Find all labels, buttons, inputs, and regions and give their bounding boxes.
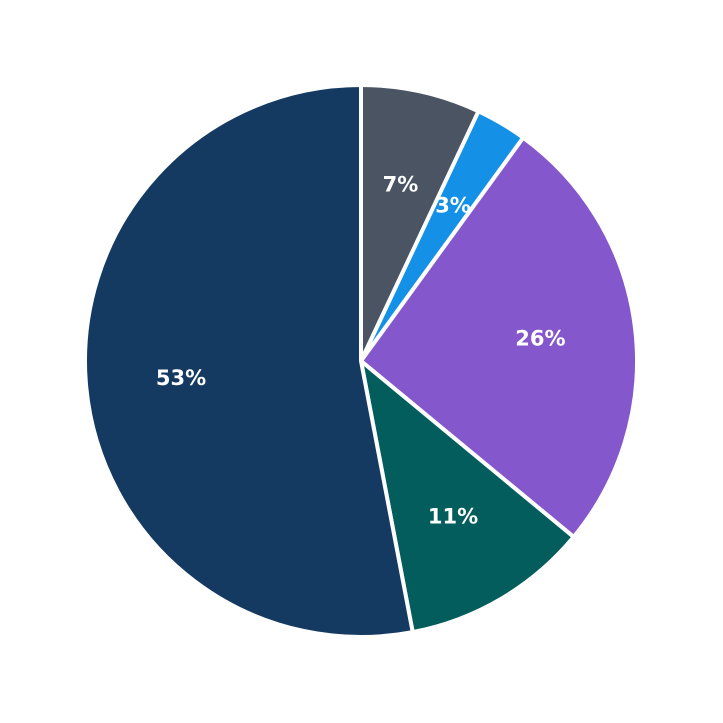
slice-label: 3%: [435, 193, 471, 217]
pie-slice-11pct: [359, 359, 576, 635]
slice-label: 53%: [156, 366, 206, 390]
slice-label: 26%: [515, 326, 565, 350]
pie-slice-26pct: [359, 135, 639, 539]
pie-slice-53pct: [83, 83, 415, 639]
pie-labels: 7% 3% 26% 11% 53%: [156, 173, 566, 529]
pie-slice-7pct: [359, 83, 481, 363]
pie-slices: [83, 83, 639, 639]
slice-label: 11%: [428, 505, 478, 529]
slice-label: 7%: [383, 173, 419, 197]
